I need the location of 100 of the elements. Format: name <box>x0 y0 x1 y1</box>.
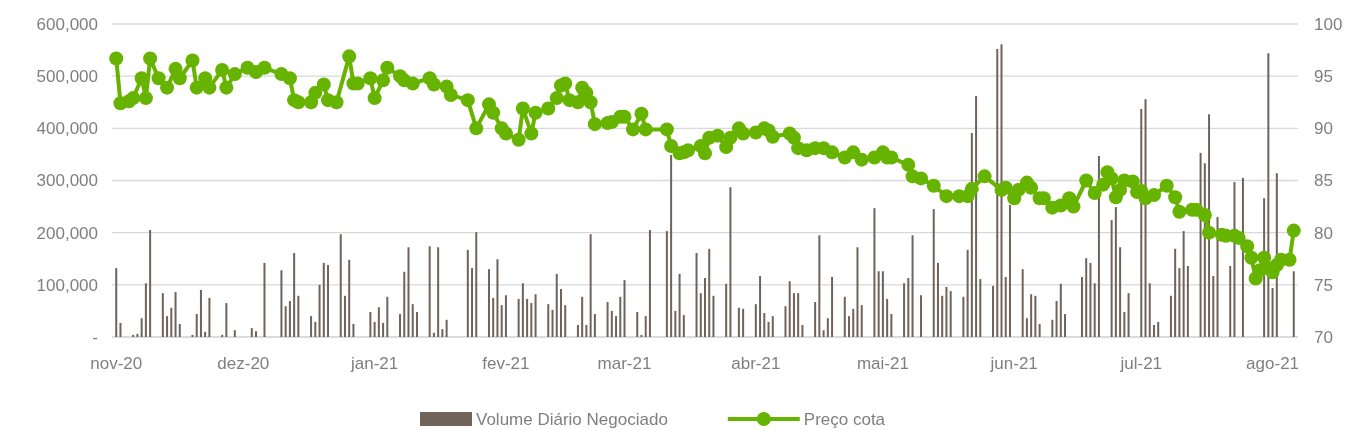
y-tick-label: 400,000 <box>36 119 98 139</box>
bar <box>975 95 978 337</box>
bar <box>593 314 596 337</box>
legend-label: Volume Diário Negociado <box>476 409 668 429</box>
bar <box>411 304 414 337</box>
bar <box>784 306 787 337</box>
bar <box>1186 266 1189 337</box>
bar <box>204 331 207 337</box>
bar <box>132 334 135 337</box>
bar <box>1119 247 1122 337</box>
bar <box>826 318 829 337</box>
bar <box>589 234 592 337</box>
bar <box>763 313 766 337</box>
bar <box>136 333 139 337</box>
bar <box>665 231 668 337</box>
x-tick-label: jun-21 <box>989 354 1038 373</box>
bar <box>1212 275 1215 337</box>
bar <box>339 234 342 337</box>
bar <box>831 277 834 337</box>
bar <box>907 278 910 337</box>
bar <box>1089 262 1092 337</box>
bar <box>1114 207 1117 337</box>
bar <box>1059 283 1062 337</box>
bar <box>996 49 999 337</box>
bar <box>284 306 287 337</box>
bar <box>1110 220 1113 337</box>
y-tick-label: 100,000 <box>36 275 98 295</box>
bar <box>1148 283 1151 337</box>
bar <box>415 311 418 337</box>
bar <box>911 235 914 337</box>
bar <box>1000 44 1003 337</box>
bar <box>1152 325 1155 337</box>
bar <box>161 293 164 337</box>
bar <box>966 249 969 337</box>
x-tick-label: fev-21 <box>482 354 530 373</box>
x-tick-label: jan-21 <box>349 354 399 373</box>
bar <box>623 280 626 337</box>
bar <box>280 270 283 337</box>
bar <box>208 297 211 337</box>
bar <box>225 303 228 337</box>
bar <box>890 314 893 337</box>
bar <box>496 259 499 337</box>
bar <box>1038 323 1041 337</box>
bar <box>856 247 859 337</box>
bar <box>1178 268 1181 337</box>
y2-tick-label: 80 <box>1314 223 1333 243</box>
bar <box>530 303 533 337</box>
bar <box>318 284 321 337</box>
bar <box>297 295 300 337</box>
bar <box>648 230 651 337</box>
bar <box>386 296 389 337</box>
y-tick-label: 200,000 <box>36 223 98 243</box>
x-tick-label: nov-20 <box>90 354 143 373</box>
bar <box>1004 277 1007 337</box>
bar <box>504 295 507 337</box>
bar <box>682 315 685 337</box>
bar <box>729 187 732 337</box>
bar <box>178 323 181 337</box>
bar <box>843 296 846 337</box>
bar <box>767 321 770 337</box>
bar <box>932 209 935 337</box>
bar <box>1229 266 1232 337</box>
x-tick-label: abr-21 <box>731 354 781 373</box>
bar <box>115 268 118 337</box>
bar <box>886 298 889 337</box>
bar <box>1127 293 1130 337</box>
y2-tick-label: 100 <box>1314 14 1343 34</box>
bar <box>382 322 385 337</box>
bar <box>500 305 503 337</box>
bar <box>428 246 431 337</box>
bar <box>818 235 821 337</box>
bar <box>564 305 567 337</box>
bar <box>1157 321 1160 337</box>
bar <box>759 275 762 337</box>
bar <box>1123 311 1126 337</box>
y2-tick-label: 75 <box>1314 275 1333 295</box>
bar <box>936 262 939 337</box>
bar <box>619 296 622 337</box>
bar <box>695 253 698 337</box>
bar <box>166 316 169 337</box>
y-tick-label: 500,000 <box>36 67 98 87</box>
bar <box>708 248 711 337</box>
bar <box>149 230 152 337</box>
bar <box>475 232 478 337</box>
bar <box>1025 318 1028 337</box>
x-tick-label: dez-20 <box>217 354 270 373</box>
bar <box>860 305 863 337</box>
bar <box>517 298 520 337</box>
y-tick-label: 300,000 <box>36 171 98 191</box>
bar <box>1030 294 1033 337</box>
bar <box>881 271 884 337</box>
bar <box>903 283 906 337</box>
bar <box>437 247 440 337</box>
bar <box>1093 283 1096 337</box>
bar <box>471 268 474 337</box>
bar <box>699 293 702 337</box>
bar <box>1271 287 1274 337</box>
bar <box>174 292 177 337</box>
bar <box>1034 295 1037 337</box>
y2-tick-label: 70 <box>1314 327 1333 347</box>
